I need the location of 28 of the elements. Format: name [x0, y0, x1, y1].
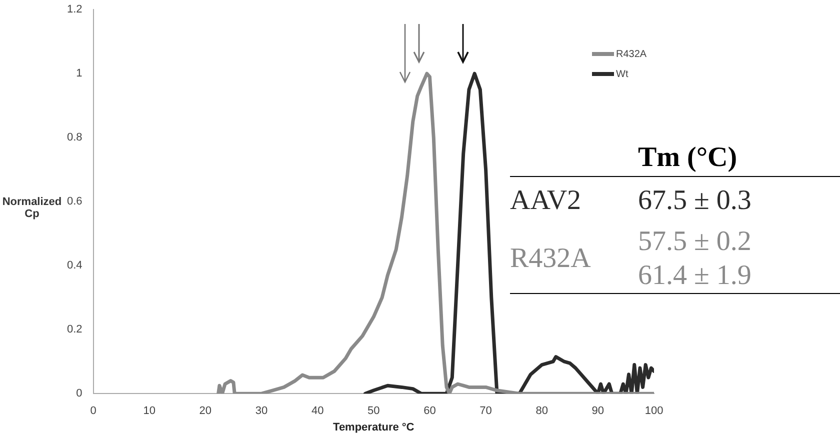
x-tick-label: 100 [644, 405, 664, 418]
x-tick-label: 70 [480, 405, 492, 418]
x-tick-label: 50 [368, 405, 380, 418]
x-tick-label: 60 [424, 405, 436, 418]
legend-label: R432A [616, 48, 647, 60]
x-tick-label: 0 [90, 405, 96, 418]
annotation: AAV2 [510, 185, 582, 217]
y-tick-label: 0.2 [66, 324, 82, 336]
annotation: 67.5 ± 0.3 [638, 185, 752, 217]
annotation: R432A [510, 243, 592, 275]
x-tick-label: 80 [536, 405, 548, 418]
x-tick-label: 90 [592, 405, 604, 418]
y-tick-label: 0.4 [66, 260, 82, 272]
annotation: Tm (°C) [510, 140, 840, 177]
legend-label: Wt [616, 68, 628, 80]
y-tick-label: 1 [76, 68, 82, 80]
y-tick-label: 0 [76, 388, 82, 400]
x-tick-label: 30 [255, 405, 268, 418]
x-tick-label: 20 [199, 405, 212, 418]
y-tick-label: 1.2 [66, 4, 82, 16]
y-axis-title: Normalized Cp [1, 196, 63, 220]
x-axis-title: Temperature °C [333, 421, 414, 434]
x-tick-label: 10 [143, 405, 156, 418]
annotation: 57.5 ± 0.2 [638, 225, 752, 259]
y-tick-label: 0.8 [66, 132, 82, 144]
annotation: 61.4 ± 1.9 [638, 259, 752, 293]
y-tick-label: 0.6 [66, 196, 82, 208]
x-tick-label: 40 [311, 405, 324, 418]
